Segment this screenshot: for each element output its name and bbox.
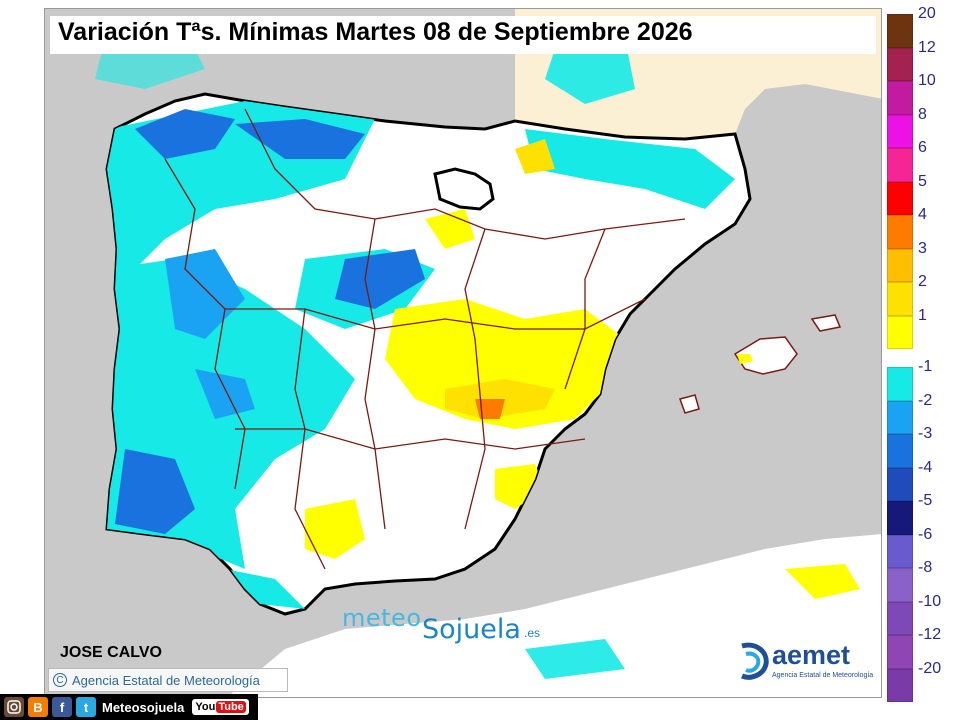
legend-label: -10 [918, 592, 942, 610]
instagram-icon[interactable] [4, 697, 24, 717]
legend-swatch-positive [887, 282, 913, 316]
watermark-es: .es [524, 626, 541, 640]
aemet-emblem-icon [741, 642, 769, 680]
anomaly-field [107, 101, 735, 609]
title-background [50, 16, 876, 54]
youtube-icon[interactable]: You Tube [192, 699, 249, 715]
legend-label: -6 [918, 525, 933, 543]
legend-swatch-positive [887, 148, 913, 182]
legend-label: -3 [918, 425, 933, 442]
legend-swatch-negative [887, 501, 913, 535]
anomaly-zone [165, 249, 245, 339]
social-handle[interactable]: Meteosojuela [102, 699, 185, 715]
meteosojuela-watermark: meteo Sojuela .es [342, 600, 552, 650]
province-border [564, 228, 606, 390]
anomaly-zone [475, 399, 505, 419]
legend-swatch-positive [887, 81, 913, 115]
watermark-meteo: meteo [342, 604, 422, 632]
legend-label: -12 [918, 626, 942, 643]
province-borders [164, 108, 686, 570]
youtube-tube: Tube [216, 701, 246, 713]
legend-swatch-positive [887, 114, 913, 148]
watermark-sojuela: Sojuela [422, 614, 521, 645]
author-credit: JOSE CALVO [60, 644, 162, 661]
anomaly-zone [235, 119, 365, 159]
legend-label: 6 [918, 139, 927, 156]
aemet-logo: aemet Agencia Estatal de Meteorología [736, 640, 876, 688]
legend-swatch-negative [887, 534, 913, 568]
facebook-icon[interactable]: f [52, 697, 72, 717]
anomaly-zone [335, 249, 425, 309]
map-title: Variación Tªs. Mínimas Martes 08 de Sept… [58, 18, 693, 46]
anomaly-zone [195, 369, 255, 419]
sea-anomaly [785, 564, 860, 599]
youtube-you: You [195, 701, 216, 713]
legend-label: 3 [918, 239, 927, 257]
legend-label: 4 [918, 206, 927, 223]
social-bar: B f t Meteosojuela You Tube [0, 694, 258, 720]
legend-label: 8 [918, 105, 927, 123]
temperature-map [45, 9, 881, 697]
legend-label: -2 [918, 391, 933, 409]
camera-glyph-icon [7, 700, 21, 714]
legend-swatch-positive [887, 215, 913, 249]
legend-swatch-positive [887, 14, 913, 48]
legend-label: -4 [918, 458, 933, 476]
anomaly-zone [115, 449, 195, 534]
legend-label: 12 [918, 38, 936, 56]
anomaly-zone [515, 139, 555, 174]
province-border [244, 108, 686, 240]
legend-swatch-negative [887, 467, 913, 501]
copyright-text: Agencia Estatal de Meteorología [72, 672, 260, 688]
province-border [364, 218, 386, 530]
legend-swatch-positive [887, 47, 913, 81]
anomaly-zone [225, 569, 305, 609]
legend-swatch-negative [887, 400, 913, 434]
legend-label: -20 [918, 659, 942, 677]
legend-swatch-negative [887, 568, 913, 602]
north-africa-land [227, 534, 881, 697]
sea-anomaly [525, 639, 625, 679]
legend-label: 20 [918, 5, 936, 22]
legend-swatch-positive [887, 181, 913, 215]
province-border [464, 228, 486, 530]
legend-label: 2 [918, 273, 927, 290]
color-legend [887, 14, 913, 702]
legend-swatch-positive [887, 315, 913, 349]
anomaly-zone [495, 464, 545, 509]
menorca [810, 314, 842, 332]
legend-label: 5 [918, 172, 927, 190]
legend-label: -5 [918, 492, 933, 509]
legend-swatch-positive [887, 248, 913, 282]
anomaly-zone [135, 109, 235, 159]
province-border [294, 308, 326, 570]
legend-swatch-negative [887, 601, 913, 635]
copyright-icon: C [53, 673, 67, 687]
legend-swatch-negative [887, 434, 913, 468]
twitter-icon[interactable]: t [76, 697, 96, 717]
blogger-icon[interactable]: B [28, 697, 48, 717]
legend-label: 1 [918, 306, 927, 324]
legend-swatch-negative [887, 367, 913, 401]
anomaly-zone [525, 129, 735, 209]
map-panel [44, 8, 882, 698]
ibiza [679, 394, 700, 414]
legend-swatch-negative [887, 668, 913, 702]
legend-label: 10 [918, 72, 936, 89]
anomaly-zone [305, 499, 365, 559]
legend-label: -8 [918, 559, 933, 576]
mallorca [733, 336, 798, 375]
aemet-copyright: C Agencia Estatal de Meteorología [48, 668, 288, 692]
aemet-wordmark: aemet [772, 640, 851, 670]
mallorca-anomaly [737, 354, 753, 364]
la-rioja-outline [433, 167, 495, 211]
aemet-subtitle: Agencia Estatal de Meteorología [772, 672, 874, 679]
legend-label: -1 [918, 358, 933, 375]
anomaly-zone [425, 209, 475, 249]
legend-swatch-negative [887, 635, 913, 669]
province-border [235, 428, 586, 450]
